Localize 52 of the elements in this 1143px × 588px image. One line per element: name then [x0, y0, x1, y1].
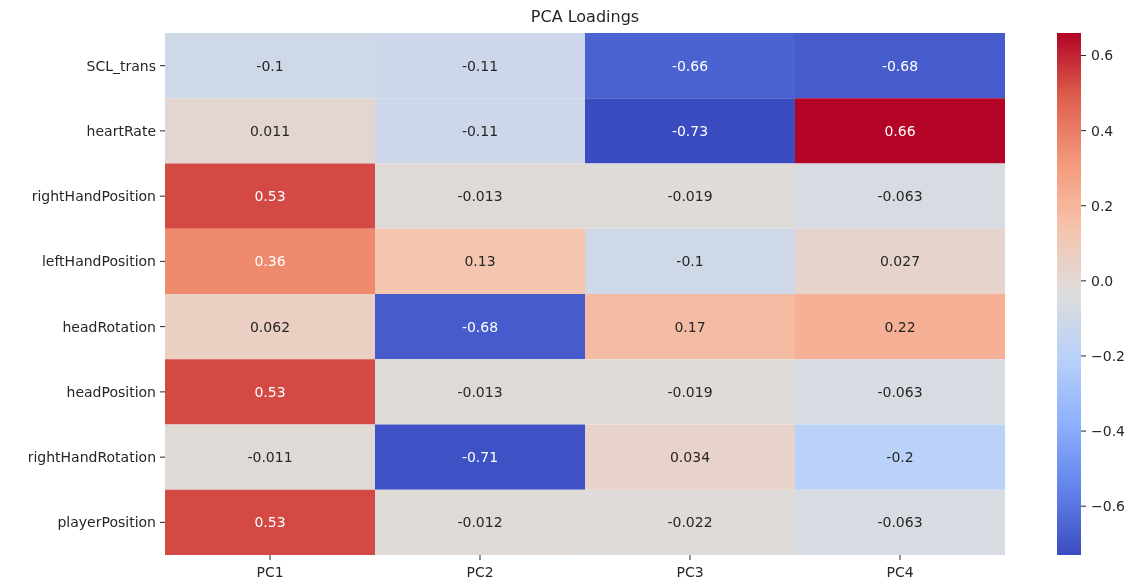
data-label: -0.66: [671, 57, 709, 74]
data-label: 0.53: [254, 383, 286, 400]
x-tick-label: PC2: [466, 564, 494, 580]
data-label: -0.063: [877, 188, 923, 205]
data-label: -0.73: [671, 122, 709, 139]
color-bar-label: 0.4: [1091, 122, 1114, 139]
data-label: 0.36: [254, 253, 286, 270]
y-tick-label: playerPosition: [57, 514, 156, 531]
data-label: -0.022: [667, 514, 713, 531]
y-tick-label: SCL_trans: [86, 57, 156, 74]
color-bar-label: 0.6: [1091, 47, 1114, 64]
color-bar-label: 0.0: [1091, 272, 1114, 289]
data-label: -0.2: [886, 449, 914, 466]
y-tick-label: rightHandPosition: [31, 188, 156, 205]
data-label: -0.1: [676, 253, 704, 270]
data-label: -0.013: [457, 383, 503, 400]
data-label: -0.11: [461, 122, 499, 139]
data-label: 0.66: [884, 122, 916, 139]
data-label: 0.53: [254, 188, 286, 205]
y-tick-label: heartRate: [86, 122, 156, 139]
data-label: 0.13: [464, 253, 496, 270]
data-label: 0.22: [884, 318, 916, 335]
data-label: 0.53: [254, 514, 286, 531]
x-tick-label: PC1: [256, 564, 284, 580]
data-label: 0.062: [249, 318, 291, 335]
data-label: 0.034: [669, 449, 711, 466]
data-label: -0.11: [461, 57, 499, 74]
data-label: -0.1: [256, 57, 284, 74]
data-label: -0.013: [457, 188, 503, 205]
data-label: -0.019: [667, 188, 713, 205]
y-tick-label: headPosition: [66, 383, 156, 400]
color-bar-label: −0.6: [1091, 498, 1126, 515]
data-label: -0.063: [877, 383, 923, 400]
color-bar-label: −0.4: [1091, 422, 1126, 439]
data-label: -0.011: [247, 449, 293, 466]
x-tick-label: PC3: [676, 564, 704, 580]
data-label: -0.68: [881, 57, 919, 74]
data-label: -0.063: [877, 514, 923, 531]
data-label: -0.012: [457, 514, 503, 531]
data-label: -0.68: [461, 318, 499, 335]
data-label: 0.011: [249, 122, 291, 139]
chart-title: PCA Loadings: [530, 7, 640, 26]
y-tick-label: leftHandPosition: [41, 253, 156, 270]
y-tick-label: headRotation: [62, 318, 156, 335]
data-label: 0.17: [674, 318, 706, 335]
color-bar-label: 0.2: [1091, 197, 1114, 214]
y-tick-label: rightHandRotation: [27, 449, 156, 466]
data-label: -0.71: [461, 449, 499, 466]
data-label: -0.019: [667, 383, 713, 400]
color-bar-label: −0.2: [1091, 347, 1125, 364]
x-tick-label: PC4: [886, 564, 914, 580]
data-label: 0.027: [879, 253, 921, 270]
